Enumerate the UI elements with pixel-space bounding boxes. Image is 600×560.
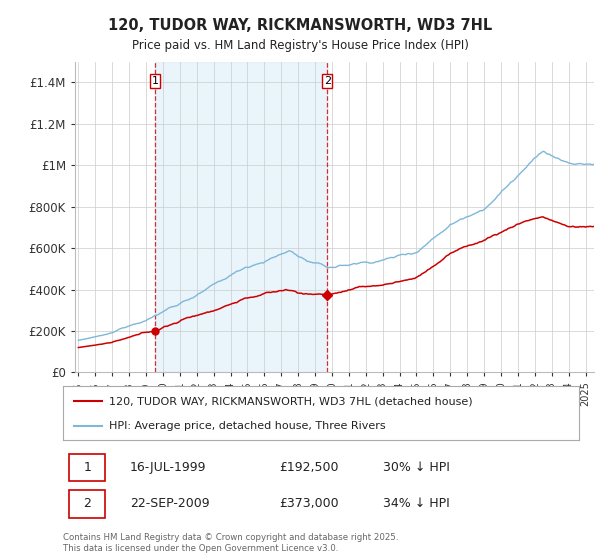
Text: 22-SEP-2009: 22-SEP-2009	[130, 497, 210, 511]
Text: 120, TUDOR WAY, RICKMANSWORTH, WD3 7HL: 120, TUDOR WAY, RICKMANSWORTH, WD3 7HL	[108, 18, 492, 33]
Text: 16-JUL-1999: 16-JUL-1999	[130, 461, 206, 474]
Text: 2: 2	[83, 497, 91, 511]
Text: Contains HM Land Registry data © Crown copyright and database right 2025.
This d: Contains HM Land Registry data © Crown c…	[63, 533, 398, 553]
Bar	[69, 454, 106, 481]
Text: Price paid vs. HM Land Registry's House Price Index (HPI): Price paid vs. HM Land Registry's House …	[131, 39, 469, 52]
Bar	[155, 62, 327, 372]
Text: 2: 2	[323, 76, 331, 86]
Bar	[69, 491, 106, 517]
Text: HPI: Average price, detached house, Three Rivers: HPI: Average price, detached house, Thre…	[109, 421, 386, 431]
Text: 30% ↓ HPI: 30% ↓ HPI	[383, 461, 450, 474]
Text: £192,500: £192,500	[280, 461, 339, 474]
Text: 1: 1	[83, 461, 91, 474]
Text: 34% ↓ HPI: 34% ↓ HPI	[383, 497, 449, 511]
Text: £373,000: £373,000	[280, 497, 340, 511]
Text: 120, TUDOR WAY, RICKMANSWORTH, WD3 7HL (detached house): 120, TUDOR WAY, RICKMANSWORTH, WD3 7HL (…	[109, 396, 473, 407]
Text: 1: 1	[152, 76, 158, 86]
